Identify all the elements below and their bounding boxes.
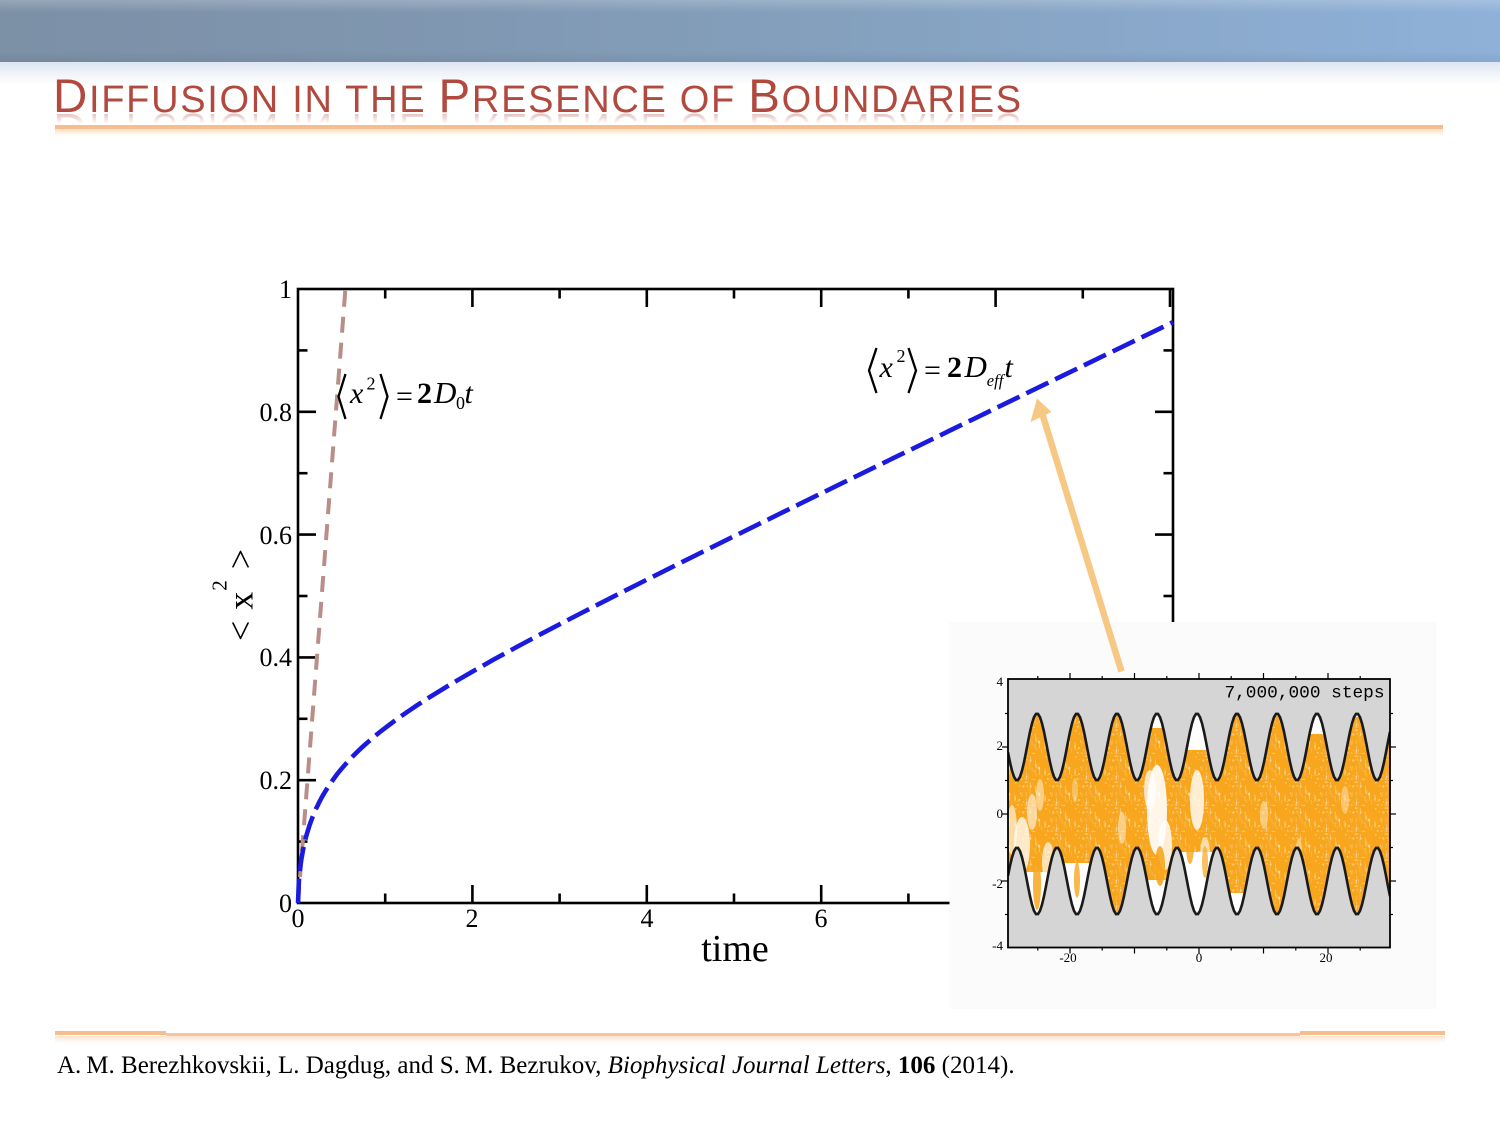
svg-text:D: D — [433, 375, 456, 410]
svg-text:2: 2 — [997, 738, 1004, 753]
svg-text:2: 2 — [367, 374, 376, 394]
svg-text:0.6: 0.6 — [260, 521, 293, 550]
svg-text:2: 2 — [417, 377, 432, 410]
svg-text:2: 2 — [466, 904, 479, 933]
svg-text:6: 6 — [815, 904, 828, 933]
svg-text:< x2 >: < x2 > — [208, 548, 261, 641]
svg-text:0.8: 0.8 — [260, 398, 293, 427]
svg-text:t: t — [1005, 351, 1014, 384]
svg-text:D: D — [964, 349, 987, 384]
svg-text:2: 2 — [947, 351, 962, 384]
svg-text:2: 2 — [897, 346, 906, 366]
svg-text:x: x — [879, 351, 894, 384]
svg-text:0.4: 0.4 — [260, 643, 293, 672]
svg-text:20: 20 — [1320, 950, 1333, 965]
svg-text:x: x — [349, 377, 364, 410]
svg-text:t: t — [465, 377, 474, 410]
svg-text:-20: -20 — [1059, 950, 1076, 965]
svg-text:4: 4 — [997, 674, 1004, 689]
svg-text:0: 0 — [1196, 950, 1203, 965]
svg-text:0: 0 — [292, 904, 305, 933]
svg-text:-4: -4 — [992, 938, 1003, 953]
svg-text:time: time — [701, 928, 769, 970]
svg-text:0: 0 — [456, 393, 465, 413]
svg-text:=: = — [396, 380, 413, 413]
svg-text:7,000,000 steps: 7,000,000 steps — [1224, 684, 1384, 704]
svg-text:4: 4 — [641, 904, 654, 933]
svg-text:-2: -2 — [992, 876, 1003, 891]
svg-text:=: = — [924, 354, 941, 387]
svg-text:0.2: 0.2 — [260, 766, 293, 795]
svg-text:1: 1 — [279, 275, 292, 304]
svg-text:0: 0 — [997, 806, 1004, 821]
svg-text:eff: eff — [987, 371, 1006, 390]
svg-text:0: 0 — [279, 889, 292, 918]
